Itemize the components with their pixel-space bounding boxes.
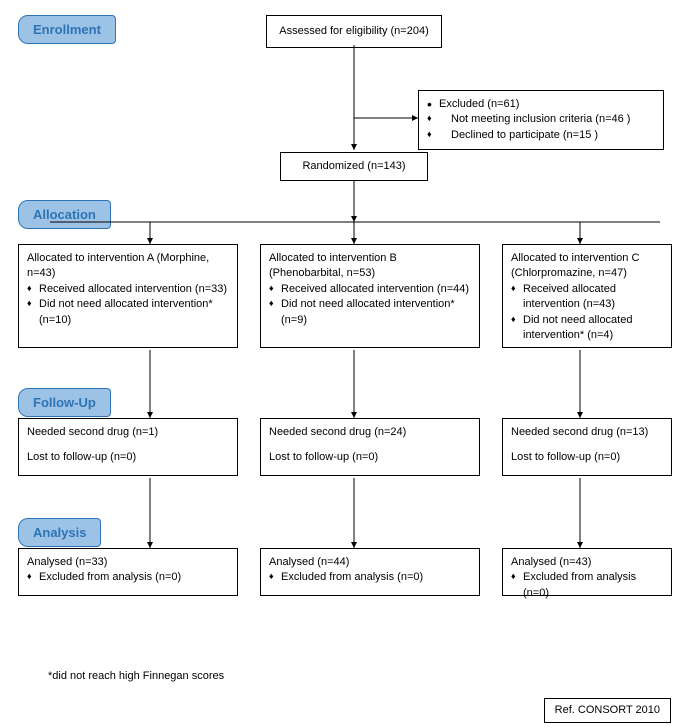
fu-line: Lost to follow-up (n=0) bbox=[269, 450, 471, 465]
box-an-c: Analysed (n=43) Excluded from analysis (… bbox=[502, 548, 672, 596]
fu-line: Needed second drug (n=13) bbox=[511, 425, 663, 440]
an-line: Analysed (n=44) bbox=[269, 555, 471, 570]
excluded-item: Declined to participate (n=15 ) bbox=[427, 128, 655, 143]
fu-line: Lost to follow-up (n=0) bbox=[511, 450, 663, 465]
alloc-title: Allocated to intervention A (Morphine, n… bbox=[27, 251, 229, 282]
stage-followup: Follow-Up bbox=[18, 388, 111, 417]
stage-analysis: Analysis bbox=[18, 518, 101, 547]
alloc-item: Did not need allocated intervention* (n=… bbox=[27, 297, 229, 328]
alloc-title: Allocated to intervention C (Chlorpromaz… bbox=[511, 251, 663, 282]
an-line: Excluded from analysis (n=0) bbox=[511, 570, 663, 601]
alloc-item: Received allocated intervention (n=33) bbox=[27, 282, 229, 297]
alloc-item: Did not need allocated intervention* (n=… bbox=[511, 313, 663, 344]
fu-line: Needed second drug (n=1) bbox=[27, 425, 229, 440]
alloc-item: Received allocated intervention (n=44) bbox=[269, 282, 471, 297]
box-an-a: Analysed (n=33) Excluded from analysis (… bbox=[18, 548, 238, 596]
alloc-item: Did not need allocated intervention* (n=… bbox=[269, 297, 471, 328]
box-randomized: Randomized (n=143) bbox=[280, 152, 428, 181]
alloc-title: Allocated to intervention B (Phenobarbit… bbox=[269, 251, 471, 282]
box-alloc-c: Allocated to intervention C (Chlorpromaz… bbox=[502, 244, 672, 348]
box-an-b: Analysed (n=44) Excluded from analysis (… bbox=[260, 548, 480, 596]
box-assessed: Assessed for eligibility (n=204) bbox=[266, 15, 442, 48]
excluded-title: Excluded (n=61) bbox=[427, 97, 655, 112]
excluded-item: Not meeting inclusion criteria (n=46 ) bbox=[427, 112, 655, 127]
an-line: Excluded from analysis (n=0) bbox=[27, 570, 229, 585]
box-fu-c: Needed second drug (n=13) Lost to follow… bbox=[502, 418, 672, 476]
alloc-item: Received allocated intervention (n=43) bbox=[511, 282, 663, 313]
box-alloc-b: Allocated to intervention B (Phenobarbit… bbox=[260, 244, 480, 348]
box-excluded: Excluded (n=61) Not meeting inclusion cr… bbox=[418, 90, 664, 150]
footnote: *did not reach high Finnegan scores bbox=[48, 670, 224, 682]
fu-line: Lost to follow-up (n=0) bbox=[27, 450, 229, 465]
box-alloc-a: Allocated to intervention A (Morphine, n… bbox=[18, 244, 238, 348]
stage-allocation: Allocation bbox=[18, 200, 111, 229]
box-fu-b: Needed second drug (n=24) Lost to follow… bbox=[260, 418, 480, 476]
box-fu-a: Needed second drug (n=1) Lost to follow-… bbox=[18, 418, 238, 476]
ref-box: Ref. CONSORT 2010 bbox=[544, 698, 671, 723]
an-line: Analysed (n=33) bbox=[27, 555, 229, 570]
stage-enrollment: Enrollment bbox=[18, 15, 116, 44]
fu-line: Needed second drug (n=24) bbox=[269, 425, 471, 440]
an-line: Excluded from analysis (n=0) bbox=[269, 570, 471, 585]
an-line: Analysed (n=43) bbox=[511, 555, 663, 570]
